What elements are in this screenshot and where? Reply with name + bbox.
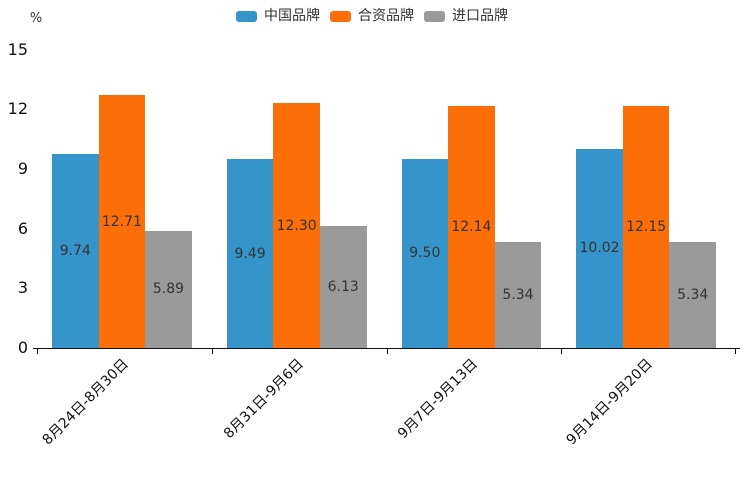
y-axis-tick-label: 0 xyxy=(17,338,28,357)
bar-value-label: 6.13 xyxy=(327,279,359,295)
legend-label: 中国品牌 xyxy=(264,8,320,24)
x-axis-tick xyxy=(561,349,563,354)
x-axis-category-label: 8月31日-9月6日 xyxy=(220,356,307,442)
x-axis-tick xyxy=(386,349,388,354)
bar-value-label: 9.50 xyxy=(409,245,441,262)
bar-value-label: 9.74 xyxy=(59,243,91,260)
bar-1-1 xyxy=(273,103,320,348)
bar-0-1 xyxy=(226,159,274,348)
bar-value-label: 5.89 xyxy=(152,281,185,298)
bar-2-2 xyxy=(494,241,542,348)
y-axis-tick-label: 9 xyxy=(17,158,28,178)
bar-1-3 xyxy=(622,106,670,348)
legend: 中国品牌 合资品牌 进口品牌 xyxy=(0,8,744,24)
x-axis-tick xyxy=(735,349,736,354)
legend-item-0[interactable]: 中国品牌 xyxy=(236,8,320,24)
y-axis-unit-label: % xyxy=(29,11,43,26)
bar-1-0 xyxy=(98,95,146,348)
y-axis-tick-label: 6 xyxy=(17,218,28,238)
bar-2-1 xyxy=(319,226,367,348)
bar-value-label: 12.14 xyxy=(451,219,492,236)
legend-swatch-icon xyxy=(330,10,351,22)
x-axis-category-label: 9月7日-9月13日 xyxy=(395,356,482,442)
x-axis-tick xyxy=(211,349,213,354)
y-axis-tick-label: 3 xyxy=(17,278,28,298)
bar-value-label: 12.15 xyxy=(626,219,667,236)
bar-value-label: 10.02 xyxy=(579,240,620,257)
legend-swatch-icon xyxy=(424,10,445,22)
bar-2-0 xyxy=(145,230,192,348)
bar-2-3 xyxy=(669,241,717,348)
x-axis-category-label: 8月24日-8月30日 xyxy=(39,356,132,449)
bar-value-label: 5.34 xyxy=(502,286,534,303)
bar-0-0 xyxy=(52,154,99,348)
x-axis-line xyxy=(33,348,740,349)
bar-1-2 xyxy=(448,106,495,348)
legend-label: 进口品牌 xyxy=(452,8,508,24)
bar-0-2 xyxy=(401,158,449,348)
bar-value-label: 9.49 xyxy=(234,245,266,262)
bar-value-label: 12.30 xyxy=(276,217,317,234)
legend-swatch-icon xyxy=(236,10,257,22)
legend-item-2[interactable]: 进口品牌 xyxy=(424,8,508,24)
bar-value-label: 5.34 xyxy=(677,286,709,303)
legend-item-1[interactable]: 合资品牌 xyxy=(330,8,414,24)
bar-0-3 xyxy=(576,148,623,348)
legend-label: 合资品牌 xyxy=(358,8,414,24)
x-axis-category-label: 9月14日-9月20日 xyxy=(563,356,656,449)
x-axis-tick xyxy=(37,349,38,354)
y-axis-tick-label: 12 xyxy=(7,99,28,119)
bar-value-label: 12.71 xyxy=(101,213,142,230)
y-axis-tick-label: 15 xyxy=(7,39,28,59)
